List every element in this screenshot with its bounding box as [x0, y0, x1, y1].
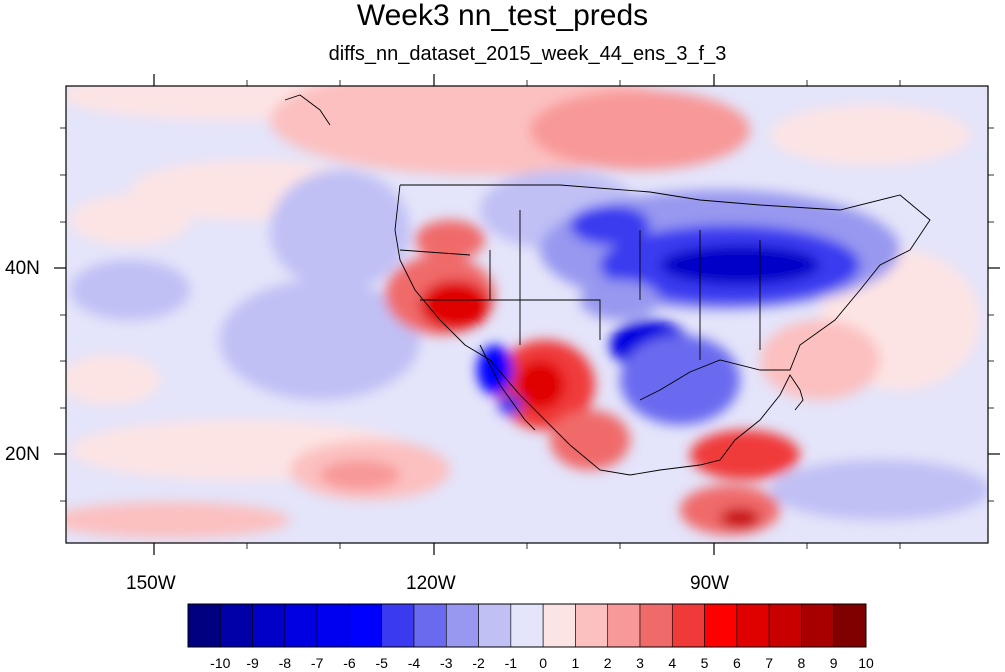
anomaly-patch	[660, 245, 820, 285]
anomaly-patch	[70, 260, 190, 320]
colorbar-frame	[187, 603, 867, 648]
colorbar-swatch	[801, 603, 835, 648]
colorbar-tick-label: 9	[829, 655, 838, 671]
colorbar-swatch	[671, 603, 705, 648]
colorbar-tick-label: 7	[765, 655, 774, 671]
colorbar-tick-label: -5	[375, 655, 388, 671]
axis-ticks	[54, 74, 1000, 555]
anomaly-patch	[70, 195, 190, 245]
colorbar-tick-label: 10	[858, 655, 874, 671]
colorbar-swatch	[349, 603, 383, 648]
anomaly-patch	[570, 205, 650, 245]
lon-label-150w: 150W	[126, 573, 176, 594]
anomaly-field-layer	[66, 86, 988, 538]
colorbar-swatch	[284, 603, 318, 648]
colorbar-swatch	[607, 603, 641, 648]
colorbar-tick-label: 4	[668, 655, 677, 671]
colorbar-swatch	[252, 603, 286, 648]
anomaly-patch	[415, 220, 485, 260]
colorbar-tick-label: 1	[571, 655, 580, 671]
colorbar-tick-label: -2	[472, 655, 485, 671]
colorbar-swatch	[413, 603, 447, 648]
lat-label-40n: 40N	[5, 258, 40, 279]
colorbar-tick-label: -4	[407, 655, 421, 671]
colorbar-swatch	[639, 603, 673, 648]
colorbar	[187, 603, 867, 648]
colorbar-tick-label: -8	[278, 655, 292, 671]
anomaly-patch	[550, 410, 630, 470]
colorbar-swatch	[833, 603, 867, 648]
colorbar-swatch	[510, 603, 544, 648]
anomaly-patch	[515, 360, 565, 410]
colorbar-tick-label: -10	[210, 655, 231, 671]
plot-title: Week3 nn_test_preds	[356, 0, 649, 32]
colorbar-swatch	[187, 603, 221, 648]
anomaly-patch	[720, 508, 760, 528]
anomaly-patch	[530, 90, 750, 170]
colorbar-swatch	[542, 603, 576, 648]
colorbar-swatch	[381, 603, 415, 648]
colorbar-swatch	[219, 603, 253, 648]
colorbar-swatch	[768, 603, 802, 648]
colorbar-tick-label: 6	[732, 655, 741, 671]
colorbar-swatch	[736, 603, 770, 648]
anomaly-patch	[320, 460, 400, 490]
anomaly-patch	[770, 460, 988, 520]
colorbar-tick-label: 0	[539, 655, 548, 671]
anomaly-patch	[760, 320, 880, 400]
colorbar-tick-label: -1	[504, 655, 518, 671]
map-field	[66, 86, 988, 543]
colorbar-tick-label: 2	[603, 655, 612, 671]
anomaly-patch	[498, 395, 522, 415]
coastlines	[284, 94, 931, 476]
anomaly-patch	[66, 355, 160, 405]
colorbar-tick-label: 8	[797, 655, 806, 671]
colorbar-tick-label: -9	[246, 655, 259, 671]
anomaly-patch	[66, 502, 290, 538]
lat-label-20n: 20N	[5, 444, 40, 465]
anomaly-patch	[220, 280, 420, 400]
anomaly-patch	[420, 280, 490, 330]
plot-subtitle: diffs_nn_dataset_2015_week_44_ens_3_f_3	[328, 43, 727, 65]
colorbar-tick-label: 5	[700, 655, 709, 671]
lon-label-90w: 90W	[690, 573, 730, 594]
anomaly-patch	[620, 335, 740, 425]
anomaly-patch	[477, 345, 513, 395]
colorbar-swatch	[445, 603, 479, 648]
colorbar-swatch	[316, 603, 350, 648]
colorbar-tick-label: -6	[343, 655, 356, 671]
colorbar-swatch	[704, 603, 738, 648]
colorbar-tick-label: 3	[636, 655, 644, 671]
colorbar-swatch	[478, 603, 512, 648]
anomaly-patch	[270, 170, 410, 290]
anomaly-patch	[690, 430, 800, 480]
colorbar-tick-label: -7	[310, 655, 324, 671]
colorbar-swatch	[575, 603, 609, 648]
lon-label-120w: 120W	[406, 573, 456, 594]
anomaly-patch	[770, 105, 970, 165]
colorbar-tick-label: -3	[440, 655, 453, 671]
